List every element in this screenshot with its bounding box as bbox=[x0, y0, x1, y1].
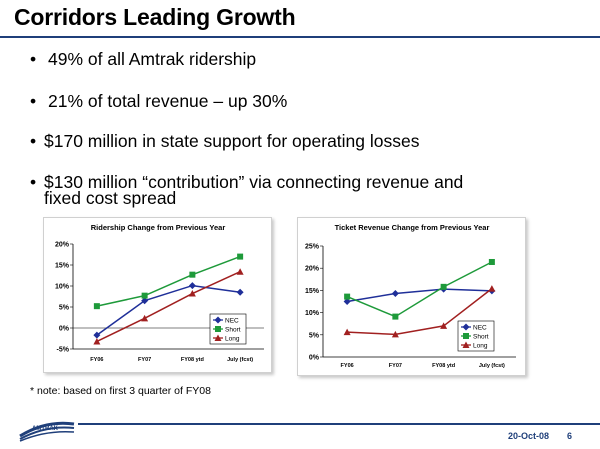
data-point-short bbox=[93, 303, 100, 310]
y-tick-label: 0% bbox=[309, 355, 320, 362]
slide-title: Corridors Leading Growth bbox=[14, 4, 296, 30]
bullet-text: $170 million in state support for operat… bbox=[44, 131, 420, 151]
series-long bbox=[343, 285, 496, 338]
legend-marker-long bbox=[462, 341, 470, 348]
ridership-chart-panel: Ridership Change from Previous Year -5% 0%… bbox=[43, 217, 272, 373]
y-tick-label: 20% bbox=[55, 242, 70, 249]
data-point-long bbox=[93, 337, 101, 345]
page-number: 6 bbox=[567, 431, 573, 441]
x-tick-label: July (fcst) bbox=[227, 357, 253, 363]
legend-label-nec: NEC bbox=[225, 318, 239, 325]
y-tick-label: 15% bbox=[55, 263, 70, 270]
logo-text: AMTRAK bbox=[32, 426, 59, 432]
data-point-short bbox=[488, 258, 495, 265]
data-point-long bbox=[188, 290, 196, 297]
series-long bbox=[93, 268, 244, 345]
x-tick-label: FY06 bbox=[90, 357, 103, 363]
x-tick-label: FY08 ytd bbox=[432, 363, 455, 369]
legend-marker-nec bbox=[462, 323, 470, 331]
series-line-nec bbox=[347, 288, 492, 303]
y-tick-label: 5% bbox=[309, 332, 320, 339]
data-point-long bbox=[343, 328, 351, 336]
series-line-short bbox=[346, 261, 493, 318]
legend-label-long: Long bbox=[473, 343, 488, 350]
data-point-short bbox=[392, 313, 399, 320]
footnote: * note: based on first 3 quarter of FY08 bbox=[30, 385, 211, 397]
legend-marker-long bbox=[214, 334, 222, 341]
legend-label-long: Long bbox=[225, 336, 240, 343]
x-tick-label: FY06 bbox=[341, 363, 354, 369]
y-tick-label: 10% bbox=[55, 284, 70, 291]
title-divider bbox=[0, 36, 600, 38]
y-tick-label: 25% bbox=[305, 244, 320, 251]
data-point-short bbox=[237, 253, 244, 260]
series-line-short bbox=[96, 255, 241, 307]
y-tick-label: 0% bbox=[59, 326, 70, 333]
bullet-marker: • bbox=[30, 91, 37, 111]
data-point-short bbox=[440, 283, 447, 290]
legend: NEC Short Long bbox=[457, 320, 495, 352]
bullet-text: $130 million “contribution” via connecti… bbox=[44, 172, 464, 192]
data-point-nec bbox=[141, 297, 149, 305]
legend-marker-short bbox=[215, 326, 221, 332]
legend-marker-nec bbox=[214, 316, 222, 324]
bullet-text-continued: fixed cost spread bbox=[44, 188, 177, 208]
footer-date: 20-Oct-08 bbox=[508, 431, 550, 441]
data-point-long bbox=[488, 285, 496, 292]
data-point-long bbox=[391, 330, 399, 338]
series-line-nec bbox=[96, 284, 241, 336]
chart-title: Ticket Revenue Change from Previous Year bbox=[335, 223, 490, 232]
footer-divider bbox=[78, 423, 600, 425]
legend-label-nec: NEC bbox=[473, 325, 487, 332]
amtrak-logo: AMTRAK bbox=[16, 418, 76, 447]
x-tick-label: FY07 bbox=[389, 363, 402, 369]
series-line-long bbox=[347, 288, 493, 336]
data-point-long bbox=[141, 314, 149, 322]
data-point-long bbox=[236, 268, 244, 275]
data-point-long bbox=[440, 322, 448, 329]
legend-label-short: Short bbox=[473, 334, 489, 341]
data-point-short bbox=[189, 271, 196, 278]
x-tick-label: FY07 bbox=[138, 357, 151, 363]
series-short bbox=[344, 258, 495, 320]
y-tick-label: -5% bbox=[57, 347, 70, 354]
data-point-nec bbox=[236, 288, 244, 296]
data-point-short bbox=[344, 293, 351, 300]
legend: NEC Short Long bbox=[209, 313, 247, 345]
series-nec bbox=[93, 282, 244, 339]
series-line-long bbox=[96, 271, 241, 343]
ridership-chart: Ridership Change from Previous Year -5% 0%… bbox=[55, 223, 264, 363]
legend-label-short: Short bbox=[225, 327, 241, 334]
data-point-nec bbox=[343, 298, 351, 305]
chart-title: Ridership Change from Previous Year bbox=[91, 223, 226, 232]
y-tick-label: 20% bbox=[305, 266, 320, 273]
bullet-text: 49% of all Amtrak ridership bbox=[48, 49, 257, 69]
revenue-chart: Ticket Revenue Change from Previous Year… bbox=[305, 223, 516, 369]
legend-marker-short bbox=[463, 333, 469, 339]
y-tick-label: 10% bbox=[305, 310, 320, 317]
bullet-text: 21% of total revenue – up 30% bbox=[48, 91, 288, 111]
data-point-nec bbox=[391, 290, 399, 298]
y-tick-label: 15% bbox=[305, 288, 320, 295]
x-tick-label: July (fcst) bbox=[479, 363, 505, 369]
x-tick-label: FY08 ytd bbox=[181, 357, 204, 363]
data-point-nec bbox=[188, 282, 196, 290]
data-point-nec bbox=[93, 331, 101, 339]
y-tick-label: 5% bbox=[59, 305, 70, 312]
data-point-short bbox=[141, 292, 148, 299]
amtrak-logo-icon: AMTRAK bbox=[19, 421, 75, 442]
bullet-marker: • bbox=[30, 131, 37, 151]
bullet-marker: • bbox=[30, 172, 37, 192]
revenue-chart-panel: Ticket Revenue Change from Previous Year… bbox=[297, 217, 526, 376]
series-short bbox=[93, 253, 244, 310]
bullet-marker: • bbox=[30, 49, 37, 69]
